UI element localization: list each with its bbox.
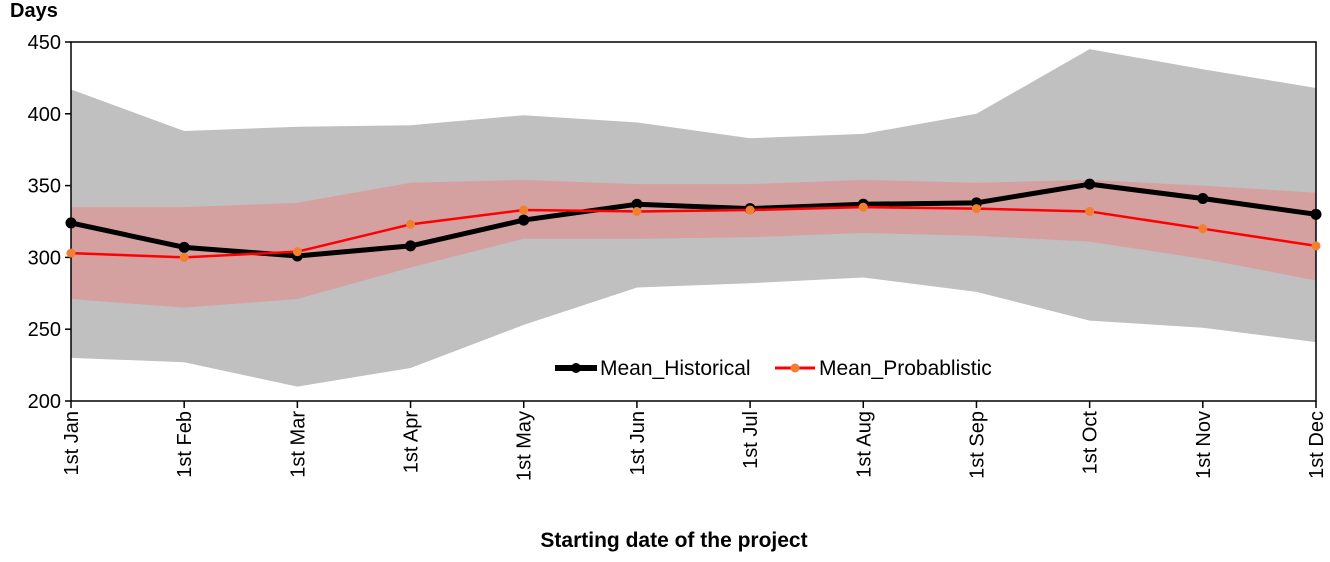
- series-lines: [65, 178, 1322, 262]
- data-point-Mean_Historical: [1310, 208, 1322, 220]
- legend-marker-probabilistic: [790, 363, 800, 373]
- x-tick-label: 1st May: [514, 411, 536, 481]
- data-point-Mean_Probablistic: [292, 247, 302, 257]
- data-point-Mean_Probablistic: [1311, 241, 1321, 251]
- y-tick-label: 300: [28, 247, 61, 269]
- y-axis-title: Days: [10, 0, 58, 22]
- data-point-Mean_Historical: [631, 198, 643, 210]
- data-point-Mean_Probablistic: [179, 252, 189, 262]
- data-point-Mean_Historical: [178, 241, 190, 253]
- x-tick-label: 1st Sep: [966, 411, 988, 479]
- x-tick-label: 1st Apr: [401, 411, 423, 474]
- data-point-Mean_Probablistic: [858, 202, 868, 212]
- y-tick-label: 400: [28, 104, 61, 126]
- data-point-Mean_Probablistic: [1198, 224, 1208, 234]
- x-tick-label: 1st Mar: [287, 411, 309, 478]
- data-point-Mean_Probablistic: [971, 204, 981, 214]
- legend-label-historical: Mean_Historical: [600, 357, 751, 380]
- data-point-Mean_Probablistic: [519, 205, 529, 215]
- data-point-Mean_Probablistic: [1085, 206, 1095, 216]
- data-point-Mean_Historical: [65, 217, 77, 229]
- data-point-Mean_Probablistic: [745, 205, 755, 215]
- x-tick-label: 1st Oct: [1080, 411, 1102, 475]
- y-tick-label: 200: [28, 391, 61, 413]
- data-point-Mean_Probablistic: [406, 219, 416, 229]
- x-axis-title: Starting date of the project: [540, 529, 807, 552]
- x-tick-label: 1st Feb: [174, 411, 196, 478]
- series-line-Mean_Historical: [70, 181, 1317, 259]
- y-tick-label: 350: [28, 176, 61, 198]
- data-point-Mean_Probablistic: [632, 206, 642, 216]
- legend: Mean_Historical Mean_Probablistic: [555, 357, 992, 380]
- data-point-Mean_Historical: [1197, 193, 1209, 205]
- inner-range-band: [71, 179, 1316, 308]
- range-bands: [71, 49, 1316, 387]
- series-line-Mean_Probablistic: [70, 205, 1317, 259]
- y-tick-label: 450: [28, 32, 61, 54]
- x-tick-label: 1st Jul: [740, 411, 762, 469]
- x-tick-label: 1st Aug: [853, 411, 875, 478]
- data-point-Mean_Probablistic: [66, 248, 76, 258]
- data-point-Mean_Historical: [518, 214, 530, 226]
- x-tick-label: 1st Jun: [627, 411, 649, 475]
- x-tick-label: 1st Dec: [1306, 411, 1328, 479]
- x-tick-label: 1st Jan: [61, 411, 83, 475]
- legend-label-probabilistic: Mean_Probablistic: [819, 357, 992, 380]
- y-tick-label: 250: [28, 319, 61, 341]
- data-point-Mean_Historical: [405, 240, 417, 252]
- x-tick-label: 1st Nov: [1193, 411, 1215, 479]
- tick-labels: 200 250 300 350 400 450 1st Jan 1st Feb 1st Mar 1…: [28, 32, 1328, 481]
- data-point-Mean_Historical: [1084, 178, 1096, 190]
- legend-marker-historical: [571, 363, 581, 373]
